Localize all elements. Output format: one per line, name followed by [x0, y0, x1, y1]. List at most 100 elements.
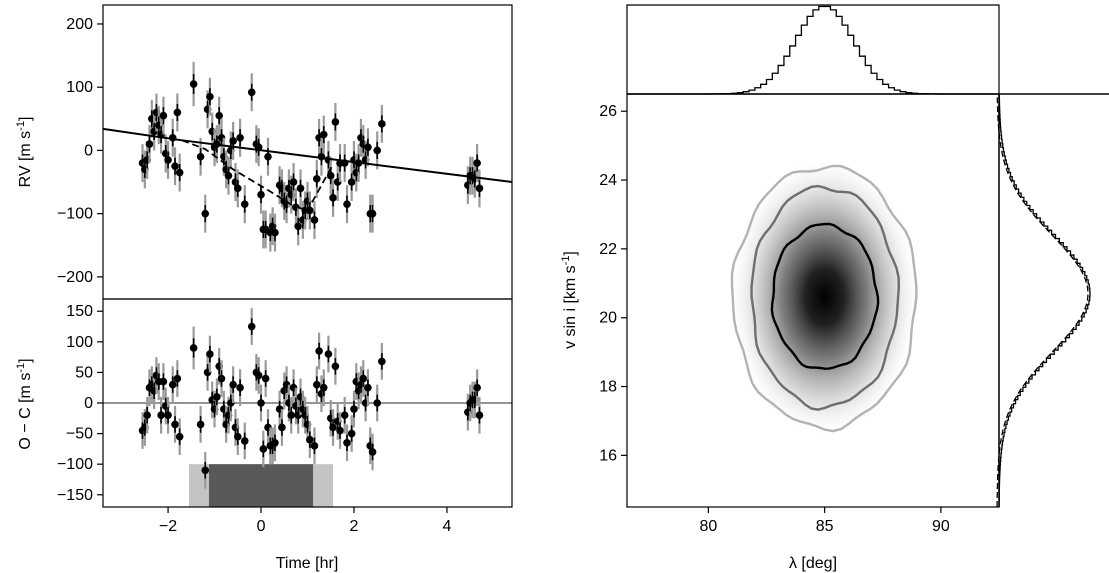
rv-point	[296, 184, 305, 193]
rv-point	[289, 178, 298, 186]
residual-point	[143, 411, 151, 420]
residuals-xaxis: −2 0 2 4	[159, 507, 451, 535]
rv-point	[215, 111, 223, 120]
time-xtick-label: 0	[257, 518, 266, 535]
rv-point	[319, 130, 328, 139]
lambda-marginal-histogram	[627, 5, 999, 95]
rv-point	[196, 152, 205, 161]
residual-point	[189, 344, 198, 352]
rv-point	[310, 216, 319, 224]
residual-point	[378, 357, 386, 366]
rv-point	[240, 200, 249, 208]
residual-point	[315, 347, 323, 355]
residual-point	[310, 442, 319, 450]
residual-point	[168, 380, 177, 389]
residual-point	[306, 435, 314, 444]
residual-point	[271, 438, 279, 447]
residual-point	[261, 374, 270, 383]
rv-point	[175, 168, 184, 177]
residual-point	[217, 374, 226, 383]
transit-band	[208, 464, 314, 507]
posterior-density	[728, 156, 921, 438]
rv-point	[173, 108, 182, 117]
contour-2sigma	[750, 184, 901, 411]
residual-point	[331, 362, 340, 371]
residual-point	[319, 383, 328, 392]
rv-panel: −200 −100 0 100 200 RV [m s-1]	[15, 4, 513, 300]
rv-point	[189, 80, 198, 88]
vsini-ytick-label: 16	[599, 447, 617, 464]
time-xtick-label: 4	[442, 518, 451, 535]
rv-point	[201, 209, 210, 218]
rv-point	[159, 111, 168, 120]
vsini-marginal-fit	[996, 97, 1089, 507]
time-xtick-label: 2	[350, 518, 359, 535]
residual-point	[475, 411, 484, 420]
residual-point	[213, 393, 221, 401]
residual-point	[240, 437, 249, 445]
residual-point	[287, 411, 296, 420]
residual-ytick-label: 0	[84, 395, 93, 412]
rv-point	[326, 171, 335, 180]
residual-point	[157, 411, 165, 420]
residual-point	[164, 411, 172, 420]
rv-point	[473, 159, 481, 167]
rv-point	[264, 152, 272, 161]
vsini-ytick-label: 24	[599, 172, 617, 189]
lambda-xlabel: λ [deg]	[789, 555, 837, 572]
residuals-ylabel-sup: -1	[15, 363, 27, 373]
rv-point	[236, 133, 244, 142]
residual-point	[473, 383, 481, 392]
rv-point	[312, 175, 321, 183]
vsini-ytick-label: 20	[599, 310, 617, 327]
rv-point	[247, 88, 256, 97]
rv-ytick-label: 100	[66, 79, 93, 96]
residual-point	[229, 380, 237, 389]
rv-ylabel-sup: -1	[15, 121, 27, 131]
residual-ytick-label: 100	[66, 334, 93, 351]
rv-yaxis: −200 −100 0 100 200	[57, 16, 103, 286]
vsini-marginal-histogram	[998, 94, 1091, 507]
rv-point	[364, 143, 372, 152]
posterior-marks	[728, 156, 921, 438]
rv-point	[171, 162, 179, 171]
lambda-xtick-label: 85	[816, 518, 834, 535]
rv-model-rm-curve	[181, 139, 334, 212]
rv-point	[206, 92, 214, 101]
lambda-xaxis: 80 85 90	[699, 507, 950, 535]
rv-point	[257, 190, 265, 199]
residual-point	[336, 426, 344, 435]
residual-point	[173, 374, 182, 383]
residual-ytick-label: −50	[66, 426, 93, 443]
rv-model-line	[103, 127, 512, 184]
residuals-yaxis: −150 −100 −50 0 50 100 150	[57, 303, 103, 504]
rv-ytick-label: −200	[57, 269, 93, 286]
residual-point	[278, 423, 286, 432]
rv-point	[164, 156, 172, 164]
residual-point	[373, 399, 382, 407]
residual-point	[257, 399, 265, 407]
residuals-panel: −150 −100 −50 0 50 100 150 −2 0 2 4 O − C [m s-1]…	[15, 298, 513, 572]
rv-ylabel: RV [m s-1]	[15, 117, 34, 188]
rv-point	[329, 194, 337, 202]
residual-point	[159, 377, 168, 386]
rv-ytick-label: 0	[84, 142, 93, 159]
time-xlabel: Time [hr]	[276, 555, 339, 572]
residual-point	[201, 466, 210, 475]
rv-point	[343, 200, 351, 208]
rv-point	[271, 228, 279, 237]
residual-point	[196, 420, 205, 429]
residual-point	[259, 445, 268, 453]
posterior-panel: 16 18 20 22 24 26 80 85 90 λ [deg] v sin i [km …	[560, 93, 1000, 572]
residual-point	[312, 380, 321, 389]
residual-point	[350, 405, 358, 413]
rv-point	[368, 209, 377, 218]
vsini-ytick-label: 18	[599, 379, 617, 396]
rv-ytick-label: −100	[57, 206, 93, 223]
residual-point	[340, 411, 349, 420]
residual-point	[324, 350, 333, 358]
residual-point	[175, 432, 184, 441]
residual-ytick-label: 150	[66, 303, 93, 320]
vsini-ylabel-sup: -1	[560, 256, 572, 266]
